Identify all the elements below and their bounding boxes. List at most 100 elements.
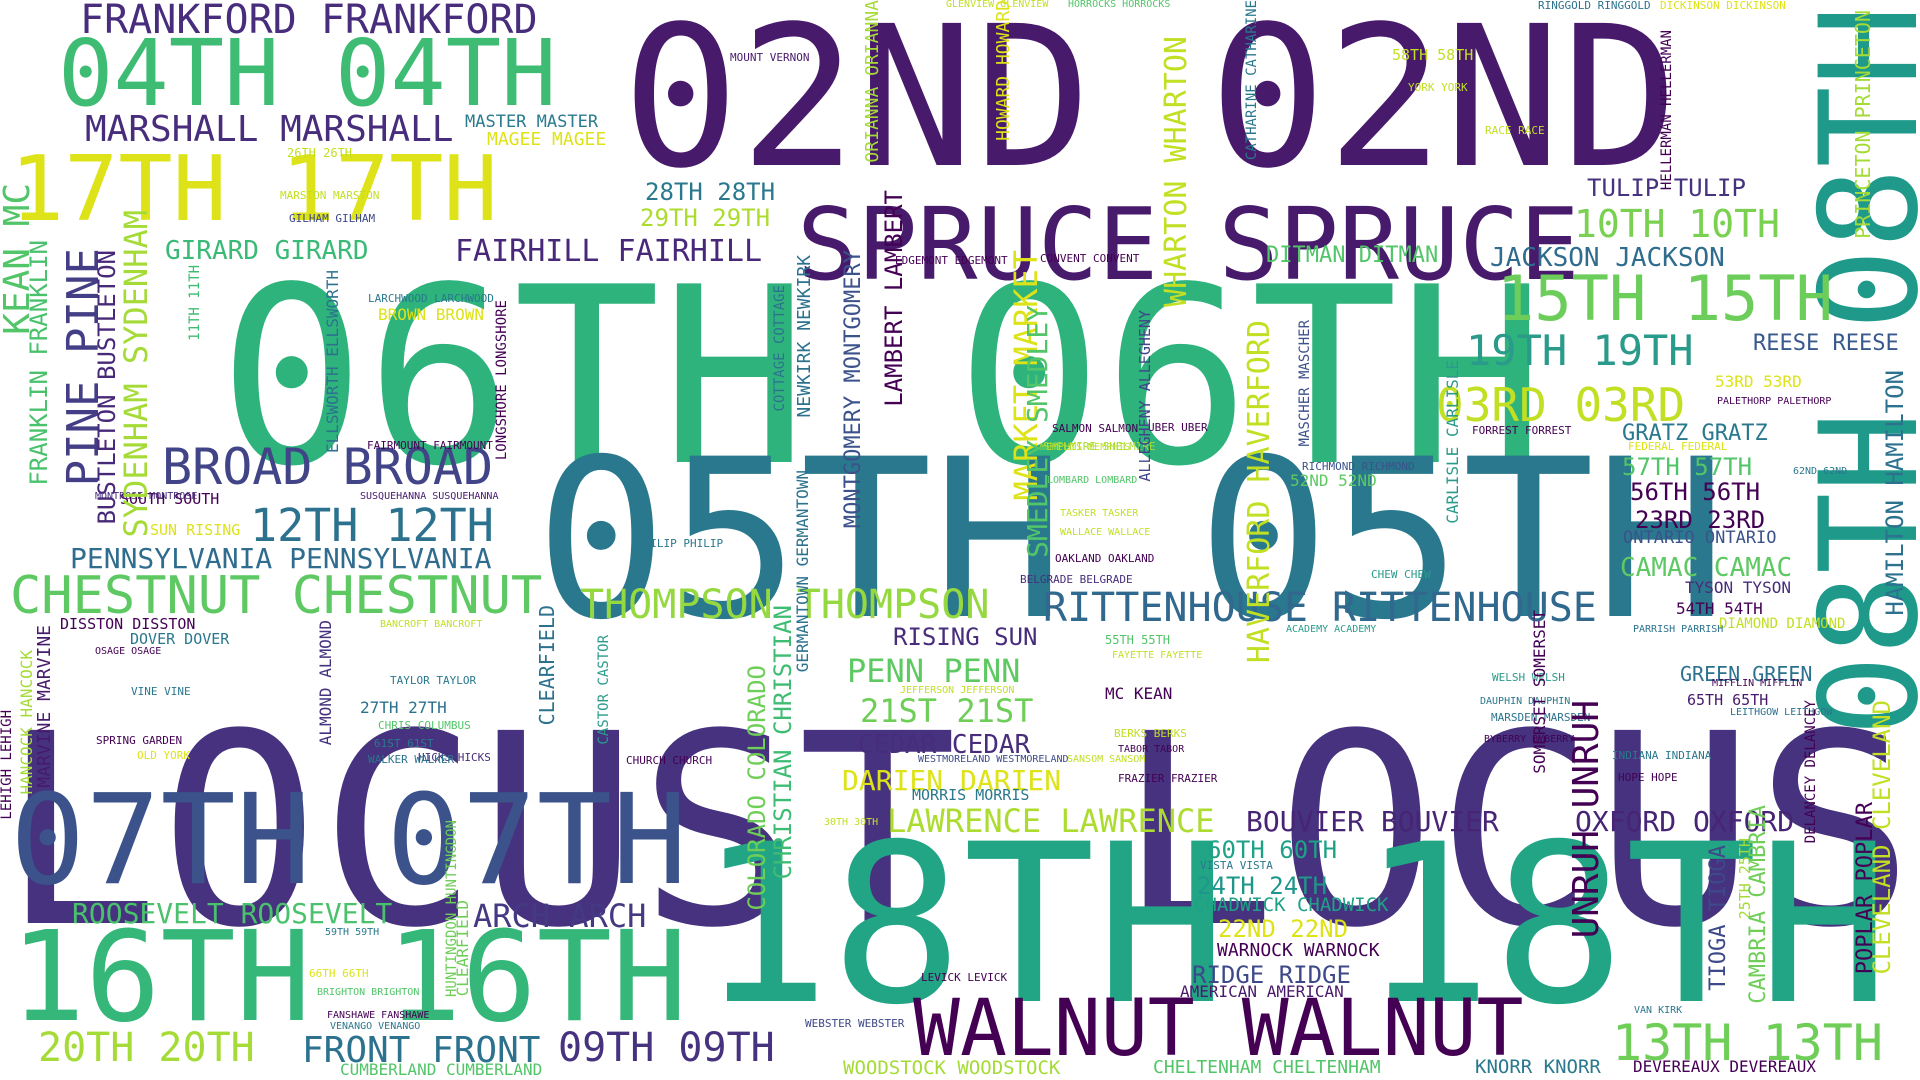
word-dickinson-dickinson: DICKINSON DICKINSON (1660, 0, 1786, 12)
word-memphis-memphis: MEMPHIS MEMPHIS (1040, 442, 1131, 453)
word-16th-16th: 16TH 16TH (10, 905, 688, 1050)
word-chew-chew: CHEW CHEW (1371, 568, 1431, 581)
word-walker-walker: WALKER WALKER (368, 753, 455, 766)
word-marshall-marshall: MARSHALL MARSHALL (85, 109, 454, 150)
word-allegheny-allegheny: ALLEGHENY ALLEGHENY (1136, 310, 1154, 482)
word-53rd-53rd: 53RD 53RD (1715, 372, 1802, 391)
word-girard-girard: GIRARD GIRARD (165, 236, 369, 266)
word-walnut-walnut: WALNUT WALNUT (913, 984, 1524, 1074)
word-forrest-forrest: FORREST FORREST (1472, 424, 1572, 437)
word-lombard-lombard: LOMBARD LOMBARD (1047, 475, 1138, 486)
word-20th-20th: 20TH 20TH (38, 1025, 255, 1071)
word-29th-29th: 29TH 29TH (640, 204, 771, 232)
word-sydenham-sydenham: SYDENHAM SYDENHAM (117, 210, 155, 538)
word-07th-07th: 07TH 07TH (10, 768, 688, 913)
word-parrish-parrish: PARRISH PARRISH (1633, 624, 1724, 635)
word-smedley-smedley: SMEDLEY SMEDLEY (1021, 305, 1054, 558)
word-penn-penn: PENN PENN (847, 652, 1021, 690)
word-princeton-princeton: PRINCETON PRINCETON (1851, 10, 1875, 239)
word-diamond-diamond: DIAMOND DIAMOND (1719, 616, 1846, 632)
word-gratz-gratz: GRATZ GRATZ (1622, 421, 1768, 446)
word-05th-05th: 05TH 05TH (535, 412, 1728, 668)
word-pennsylvania-pennsylvania: PENNSYLVANIA PENNSYLVANIA (70, 542, 492, 575)
word-jefferson-jefferson: JEFFERSON JEFFERSON (900, 685, 1015, 696)
word-mifflin-mifflin: MIFFLIN MIFFLIN (1712, 678, 1803, 689)
word-academy-academy: ACADEMY ACADEMY (1286, 624, 1377, 635)
word-rittenhouse-rittenhouse: RITTENHOUSE RITTENHOUSE (1043, 585, 1597, 631)
word-dover-dover: DOVER DOVER (130, 630, 230, 648)
word-philip-philip: PHILIP PHILIP (637, 537, 724, 550)
word-haverford-haverford: HAVERFORD HAVERFORD (1242, 320, 1277, 664)
word-fayette-fayette: FAYETTE FAYETTE (1112, 650, 1203, 661)
word-frazier-frazier: FRAZIER FRAZIER (1118, 772, 1218, 785)
word-palethorp-palethorp: PALETHORP PALETHORP (1717, 396, 1832, 407)
word-vista-vista: VISTA VISTA (1200, 859, 1273, 872)
word-66th-66th: 66TH 66TH (309, 967, 369, 980)
word-richmond-richmond: RICHMOND RICHMOND (1302, 460, 1415, 473)
word-21st-21st: 21ST 21ST (860, 692, 1034, 730)
word-disston-disston: DISSTON DISSTON (60, 615, 196, 633)
word-orianna-orianna: ORIANNA ORIANNA (862, 0, 883, 163)
word-mc-kean: MC KEAN (1105, 684, 1173, 703)
word-57th-57th: 57TH 57TH (1622, 453, 1753, 481)
word-roosevelt-roosevelt: ROOSEVELT ROOSEVELT (72, 897, 393, 930)
word-almond-almond: ALMOND ALMOND (316, 620, 335, 746)
word-osage-osage: OSAGE OSAGE (95, 646, 162, 657)
word-larchwood-larchwood: LARCHWOOD LARCHWOOD (368, 292, 494, 305)
word-edgemont-edgemont: EDGEMONT EDGEMONT (895, 254, 1008, 267)
word-fairhill-fairhill: FAIRHILL FAIRHILL (455, 234, 763, 269)
word-mount-vernon: MOUNT VERNON (730, 51, 810, 64)
word-55th-55th: 55TH 55TH (1105, 633, 1171, 647)
word-locust-locust: LOCUST LOCUST (0, 678, 1920, 986)
word-taylor-taylor: TAYLOR TAYLOR (390, 674, 477, 687)
word-65th-65th: 65TH 65TH (1687, 691, 1769, 709)
word-sun-rising: SUN RISING (150, 521, 241, 539)
word-catharine-catharine: CATHARINE CATHARINE (1244, 0, 1260, 161)
word-54th-54th: 54TH 54TH (1676, 599, 1763, 618)
word-levick-levick: LEVICK LEVICK (921, 971, 1008, 984)
word-56th-56th: 56TH 56TH (1630, 478, 1761, 506)
word-03rd-03rd: 03RD 03RD (1436, 378, 1686, 432)
word-dauphin-dauphin: DAUPHIN DAUPHIN (1480, 696, 1571, 707)
word-19th-19th: 19TH 19TH (1466, 326, 1694, 375)
word-18th-18th: 18TH 18TH (698, 797, 1891, 1053)
word-master-master: MASTER MASTER (465, 112, 599, 132)
word-frankford-frankford: FRANKFORD FRANKFORD (80, 0, 538, 43)
word-cottage-cottage: COTTAGE COTTAGE (772, 285, 788, 412)
word-convent-convent: CONVENT CONVENT (1040, 252, 1140, 265)
word-26th-26th: 26TH 26TH (287, 146, 353, 160)
word-morris-morris: MORRIS MORRIS (912, 786, 1030, 804)
word-11th-11th: 11TH 11TH (187, 265, 203, 341)
word-cleveland-cleveland: CLEVELAND CLEVELAND (1868, 700, 1896, 975)
word-spring-garden: SPRING GARDEN (96, 734, 183, 747)
word-06th-06th: 06TH 06TH (218, 235, 1546, 520)
word-hancock-hancock: HANCOCK HANCOCK (17, 650, 36, 795)
word-knorr-knorr: KNORR KNORR (1475, 1056, 1601, 1078)
word-04th-04th: 04TH 04TH (58, 20, 557, 127)
word-59th-59th: 59TH 59TH (325, 927, 380, 938)
word-woodstock-woodstock: WOODSTOCK WOODSTOCK (843, 1057, 1061, 1079)
word-28th-28th: 28TH 28TH (645, 178, 776, 206)
word-thompson-thompson: THOMPSON THOMPSON (580, 582, 990, 628)
word-broad-broad: BROAD BROAD (162, 438, 494, 496)
word-brown-brown: BROWN BROWN (378, 305, 484, 324)
word-longshore-longshore: LONGSHORE LONGSHORE (494, 300, 510, 461)
word-arch-arch: ARCH ARCH (473, 897, 647, 935)
word-tabor-tabor: TABOR TABOR (1118, 744, 1185, 755)
word-tyson-tyson: TYSON TYSON (1685, 578, 1791, 597)
word-tasker-tasker: TASKER TASKER (1060, 508, 1139, 519)
word-montgomery-montgomery: MONTGOMERY MONTGOMERY (841, 250, 866, 529)
word-lehigh-lehigh: LEHIGH LEHIGH (0, 710, 15, 820)
word-30th-30th: 30TH 30TH (824, 817, 879, 828)
word-27th-27th: 27TH 27TH (360, 698, 447, 717)
word-salmon-salmon: SALMON SALMON (1052, 422, 1139, 435)
word-american-american: AMERICAN AMERICAN (1180, 982, 1344, 1001)
word-green-green: GREEN GREEN (1680, 662, 1813, 686)
word-62nd-62nd: 62ND 62ND (1793, 466, 1848, 477)
word-17th-17th: 17TH 17TH (10, 137, 498, 242)
word-church-church: CHURCH CHURCH (626, 754, 713, 767)
word-58th-58th: 58TH 58TH (1392, 46, 1474, 64)
word-cheltenham-cheltenham: CHELTENHAM CHELTENHAM (1153, 1057, 1381, 1078)
word-york-york: YORK YORK (1408, 81, 1468, 94)
